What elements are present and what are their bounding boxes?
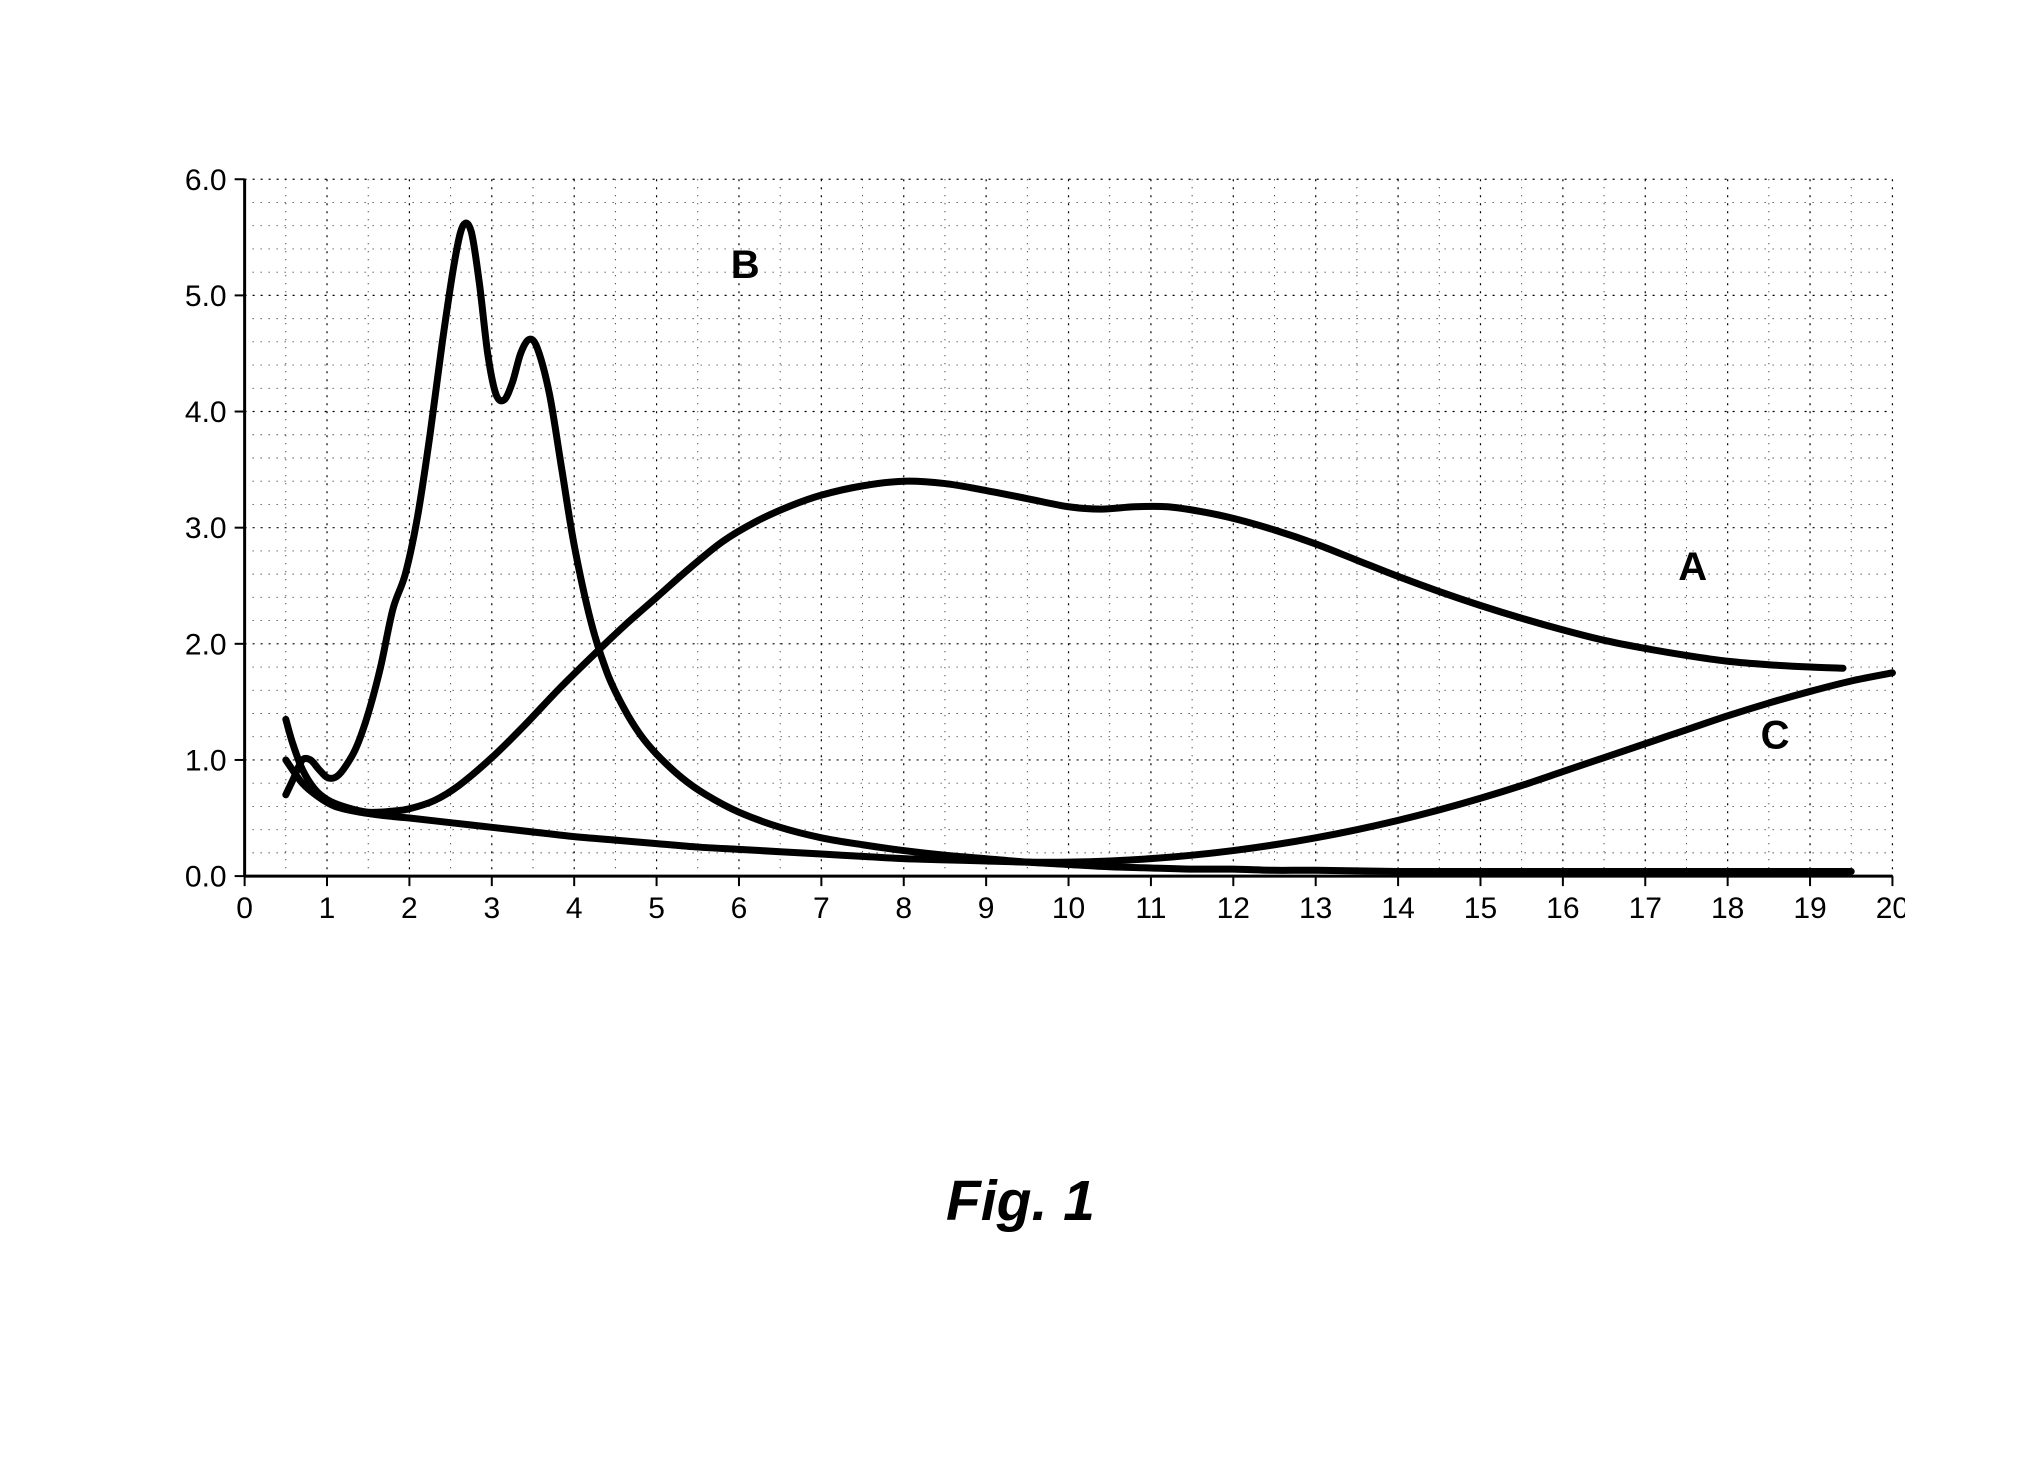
x-tick-label: 8: [895, 892, 912, 925]
series-label-A: A: [1678, 545, 1707, 589]
x-tick-label: 12: [1217, 892, 1250, 925]
x-tick-label: 1: [319, 892, 336, 925]
chart-area: 012345678910111213141516171819200.01.02.…: [110, 160, 1905, 930]
x-tick-label: 13: [1299, 892, 1332, 925]
x-tick-label: 15: [1464, 892, 1497, 925]
x-tick-label: 7: [813, 892, 830, 925]
figure-caption: Fig. 1: [946, 1168, 1095, 1234]
y-tick-label: 6.0: [185, 164, 227, 197]
y-tick-label: 2.0: [185, 628, 227, 661]
x-tick-label: 18: [1711, 892, 1744, 925]
x-tick-label: 3: [483, 892, 500, 925]
y-tick-label: 1.0: [185, 744, 227, 777]
y-tick-label: 4.0: [185, 396, 227, 429]
x-tick-label: 16: [1546, 892, 1579, 925]
y-tick-label: 3.0: [185, 512, 227, 545]
x-tick-label: 19: [1793, 892, 1826, 925]
series-label-C: C: [1761, 713, 1790, 757]
x-tick-label: 5: [648, 892, 665, 925]
x-tick-label: 11: [1135, 892, 1166, 925]
figure: 012345678910111213141516171819200.01.02.…: [0, 0, 2031, 1483]
x-tick-label: 0: [236, 892, 253, 925]
x-tick-label: 2: [401, 892, 418, 925]
x-tick-label: 6: [731, 892, 748, 925]
x-tick-label: 10: [1052, 892, 1085, 925]
y-tick-label: 0.0: [185, 861, 227, 894]
x-tick-label: 9: [978, 892, 995, 925]
x-tick-label: 14: [1381, 892, 1414, 925]
chart-svg: 012345678910111213141516171819200.01.02.…: [110, 160, 1905, 930]
x-tick-label: 17: [1629, 892, 1662, 925]
x-tick-label: 20: [1876, 892, 1905, 925]
series-label-B: B: [731, 243, 760, 287]
x-tick-label: 4: [566, 892, 583, 925]
y-tick-label: 5.0: [185, 280, 227, 313]
